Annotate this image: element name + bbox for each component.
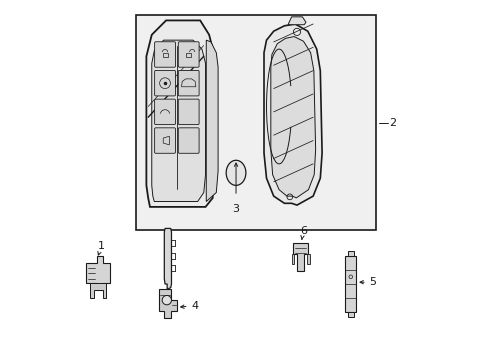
Polygon shape (271, 37, 316, 198)
Polygon shape (164, 228, 171, 289)
Bar (307, 253, 310, 264)
Ellipse shape (226, 160, 246, 185)
FancyBboxPatch shape (155, 128, 175, 153)
Text: 6: 6 (301, 226, 308, 236)
FancyBboxPatch shape (178, 71, 199, 96)
Polygon shape (206, 40, 218, 202)
Polygon shape (293, 243, 309, 271)
Bar (348, 312, 354, 317)
Circle shape (162, 296, 171, 305)
Polygon shape (152, 40, 205, 202)
FancyBboxPatch shape (155, 42, 175, 67)
Polygon shape (90, 283, 106, 298)
Bar (345, 256, 356, 312)
FancyBboxPatch shape (178, 99, 199, 125)
FancyBboxPatch shape (155, 71, 175, 96)
FancyBboxPatch shape (178, 42, 199, 67)
Bar (292, 253, 294, 264)
Text: 2: 2 (390, 118, 397, 128)
FancyBboxPatch shape (178, 128, 199, 153)
Text: 1: 1 (98, 241, 105, 251)
Polygon shape (288, 17, 306, 25)
FancyBboxPatch shape (155, 99, 175, 125)
Text: 4: 4 (191, 301, 198, 311)
Text: 5: 5 (369, 277, 376, 287)
Polygon shape (147, 21, 213, 207)
Bar (136, 15, 376, 230)
Polygon shape (159, 289, 177, 318)
Polygon shape (86, 256, 110, 291)
Bar (348, 251, 354, 256)
Polygon shape (264, 24, 322, 205)
Text: 3: 3 (233, 204, 240, 214)
